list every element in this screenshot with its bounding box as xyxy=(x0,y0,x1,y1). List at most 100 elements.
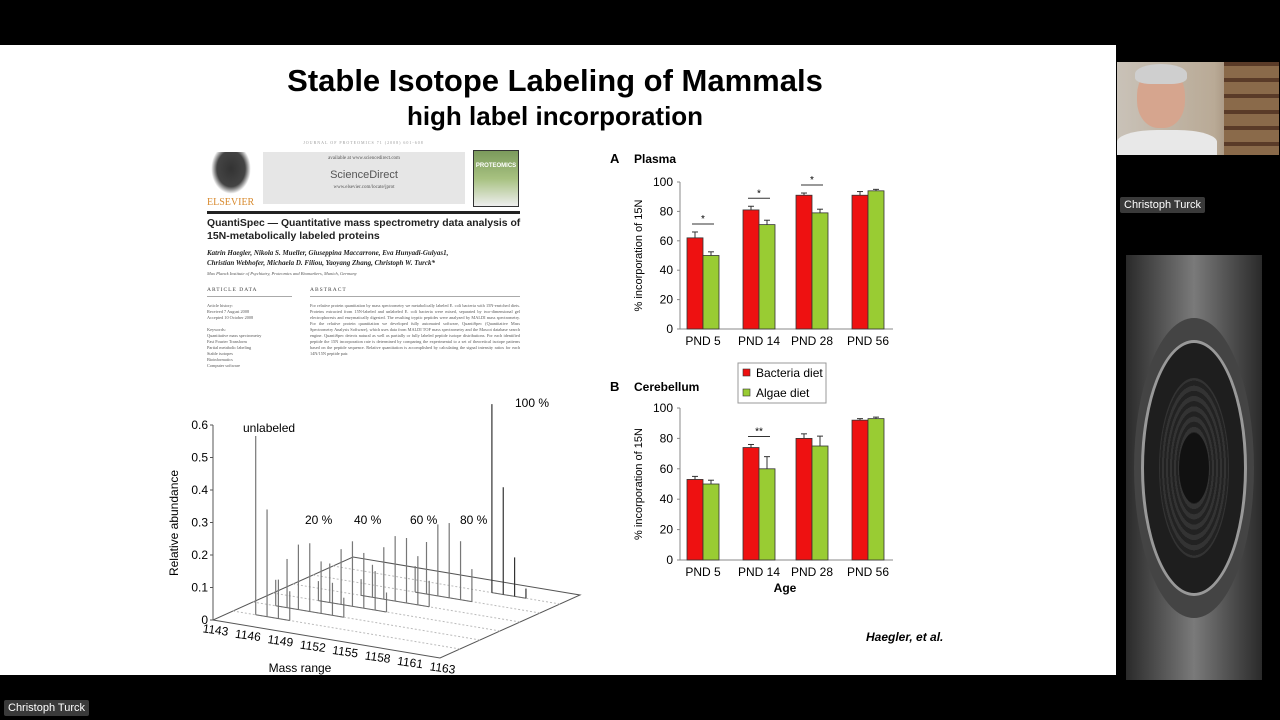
bar-bacteria-diet xyxy=(795,194,813,330)
series-baseline xyxy=(415,591,472,603)
incorporation-bar-charts: A Plasma 0 20 40 60 80 100 % incorporation of 15… xyxy=(610,151,893,595)
legend-label: Algae diet xyxy=(756,386,810,400)
article-data-line: Fast Fourier Transform xyxy=(207,339,247,344)
legend-box xyxy=(737,362,827,404)
y-tick-label: 20 xyxy=(660,293,674,307)
y-tick-label: 40 xyxy=(660,492,674,506)
y-tick-label: 60 xyxy=(660,234,674,248)
bar-algae-diet xyxy=(758,468,776,561)
article-data-line: Partial metabolic labeling xyxy=(207,345,252,350)
article-data: Article history: Received 7 August 2008 Ac… xyxy=(207,303,297,369)
bookshelf xyxy=(1224,62,1279,155)
article-data-line: Bioinformatics xyxy=(207,357,233,362)
y-tick-label: 80 xyxy=(660,204,674,218)
x-tick-label: PND 5 xyxy=(685,334,721,348)
y-tick-label: 20 xyxy=(660,523,674,537)
paper-title: QuantiSpec — Quantitative mass spectrome… xyxy=(207,217,521,242)
bar-algae-diet xyxy=(867,418,885,561)
legend-swatch xyxy=(742,388,751,397)
bar-bacteria-diet xyxy=(686,479,704,561)
series-label: 100 % xyxy=(515,396,549,410)
citation: Haegler, et al. xyxy=(866,630,944,644)
y-tick-label: 0 xyxy=(666,553,673,567)
article-data-heading: ARTICLE DATA xyxy=(207,287,292,297)
x-tick-label: PND 28 xyxy=(791,334,833,348)
x-tick-label: PND 56 xyxy=(847,334,889,348)
bar-algae-diet xyxy=(867,190,885,330)
bar-bacteria-diet xyxy=(851,419,869,561)
y-tick-label: 0 xyxy=(666,322,673,336)
z-axis-label: Relative abundance xyxy=(167,470,181,576)
series-label: 40 % xyxy=(354,513,382,527)
bar-bacteria-diet xyxy=(742,447,760,561)
legend-label: Bacteria diet xyxy=(756,366,823,380)
z-tick-label: 0.1 xyxy=(191,581,208,595)
article-data-line: Quantitative mass spectrometry xyxy=(207,333,262,338)
journal-line: JOURNAL OF PROTEOMICS 71 (2008) 601-608 xyxy=(303,140,424,145)
series-label: unlabeled xyxy=(243,421,295,435)
shared-slide: Stable Isotope Labeling of Mammals high … xyxy=(0,45,1116,677)
panel-letter: A xyxy=(610,151,620,166)
bar-bacteria-diet xyxy=(742,209,760,330)
slide-title: Stable Isotope Labeling of Mammals xyxy=(287,63,823,98)
bar-bacteria-diet xyxy=(851,194,869,330)
x-tick-label: 1163 xyxy=(429,659,457,677)
significance-marker: ** xyxy=(755,426,763,437)
participant-video-tile[interactable] xyxy=(1126,255,1262,680)
bar-bacteria-diet xyxy=(795,437,813,561)
bar-bacteria-diet xyxy=(686,237,704,330)
x-axis-label: Mass range xyxy=(269,661,332,675)
bar-algae-diet xyxy=(702,255,720,330)
bar-algae-diet xyxy=(702,483,720,561)
article-data-line: Stable isotopes xyxy=(207,351,233,356)
z-tick-label: 0.4 xyxy=(191,483,208,497)
x-tick-label: 1155 xyxy=(332,643,360,661)
z-tick-label: 0.5 xyxy=(191,451,208,465)
z-tick-label: 0.6 xyxy=(191,418,208,432)
x-tick-label: 1149 xyxy=(267,632,295,650)
x-tick-label: PND 28 xyxy=(791,565,833,579)
z-tick-label: 0.3 xyxy=(191,516,208,530)
article-data-line: Keywords: xyxy=(207,327,226,332)
abstract-heading: ABSTRACT xyxy=(310,287,520,297)
sciencedirect-banner: available at www.sciencedirect.com Scien… xyxy=(263,152,465,204)
x-tick-label: 1161 xyxy=(396,654,424,672)
bar-algae-diet xyxy=(811,212,829,330)
y-tick-label: 80 xyxy=(660,431,674,445)
x-tick-label: 1158 xyxy=(364,648,392,666)
z-tick-label: 0 xyxy=(201,613,208,627)
significance-marker: * xyxy=(701,214,705,225)
bar-algae-diet xyxy=(811,445,829,561)
isotope-3d-plot: 0 0.1 0.2 0.3 0.4 0.5 0.6 Relative abundance 114… xyxy=(167,396,582,677)
y-tick-label: 40 xyxy=(660,263,674,277)
slide-subtitle: high label incorporation xyxy=(406,101,704,131)
x-axis-label: Age xyxy=(774,581,797,595)
floor-grid xyxy=(211,556,582,659)
significance-marker: * xyxy=(757,188,761,199)
panel-title: Plasma xyxy=(634,152,676,166)
x-tick-label: PND 14 xyxy=(738,565,780,579)
y-tick-label: 100 xyxy=(653,401,673,415)
article-data-line: Computer software xyxy=(207,363,241,368)
z-tick-label: 0.2 xyxy=(191,548,208,562)
article-data-line: Received 7 August 2008 xyxy=(207,309,250,314)
paper-authors: Katrin Haegler, Nikola S. Mueller, Giuse… xyxy=(207,249,449,267)
paper-excerpt: JOURNAL OF PROTEOMICS 71 (2008) 601-608 … xyxy=(207,140,520,379)
speaker-name-label: Christoph Turck xyxy=(1120,197,1206,213)
series-baseline xyxy=(491,592,527,599)
series-label: 80 % xyxy=(460,513,488,527)
panel-title: Cerebellum xyxy=(634,380,699,394)
divider xyxy=(207,211,520,214)
bar-algae-diet xyxy=(758,224,776,330)
x-tick-label: PND 56 xyxy=(847,565,889,579)
series-label: 20 % xyxy=(305,513,333,527)
x-tick-label: 1146 xyxy=(234,627,262,645)
speaker-video-thumbnail[interactable] xyxy=(1117,62,1279,155)
article-data-line: Accepted 10 October 2008 xyxy=(207,315,254,320)
x-tick-label: 1152 xyxy=(299,638,327,656)
x-tick-label: PND 5 xyxy=(685,565,721,579)
abstract-text: For relative protein quantitation by mas… xyxy=(310,303,520,356)
journal-cover: PROTEOMICS xyxy=(473,150,519,207)
y-tick-label: 100 xyxy=(653,175,673,189)
panel-letter: B xyxy=(610,379,619,394)
